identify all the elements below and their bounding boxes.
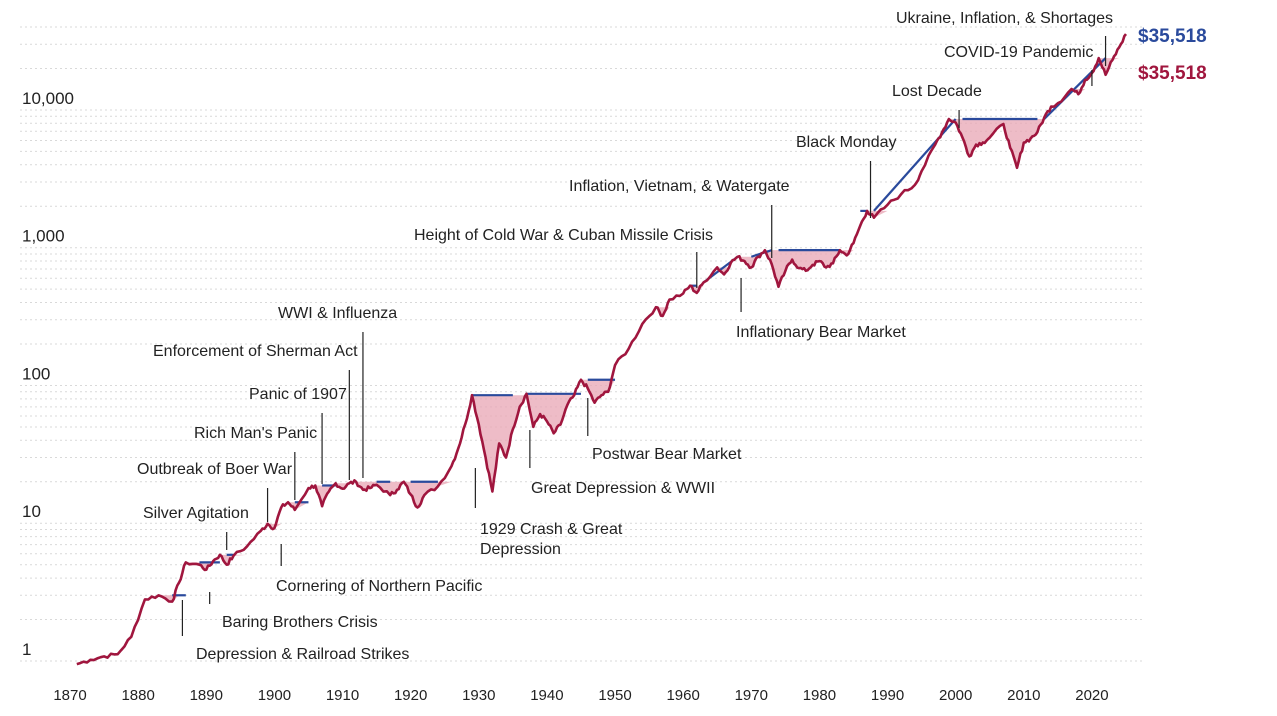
y-tick-label: 1,000 (22, 227, 65, 246)
x-tick-label: 2010 (1007, 687, 1040, 704)
annotation-label: WWI & Influenza (278, 305, 397, 322)
annotation: Black Monday (796, 134, 897, 218)
annotation-label: Black Monday (796, 134, 897, 151)
x-tick-label: 1960 (666, 687, 699, 704)
event-annotations: Depression & Railroad Strikes Baring Brot… (137, 10, 1113, 663)
annotation-label: Inflationary Bear Market (736, 324, 906, 341)
annotation-label: Outbreak of Boer War (137, 461, 293, 478)
x-tick-label: 1890 (190, 687, 223, 704)
annotation: Outbreak of Boer War (137, 461, 293, 522)
annotation: Inflationary Bear Market (736, 278, 906, 341)
x-tick-label: 1870 (53, 687, 86, 704)
end-value-label: $35,518 (1138, 26, 1207, 47)
annotation-label: Depression & Railroad Strikes (196, 646, 409, 663)
annotation: Silver Agitation (143, 505, 249, 550)
annotation-label: 1929 Crash & Great Depression (480, 521, 623, 558)
annotation: Ukraine, Inflation, & Shortages (896, 10, 1113, 66)
x-tick-label: 1970 (735, 687, 768, 704)
annotation-label: Silver Agitation (143, 505, 249, 522)
x-axis: 1870 1880 1890 1900 1910 1920 1930 1940 1950 1960… (53, 687, 1108, 704)
x-tick-label: 1880 (121, 687, 154, 704)
x-tick-label: 1900 (258, 687, 291, 704)
annotation: COVID-19 Pandemic (944, 44, 1093, 86)
annotation: Cornering of Northern Pacific (276, 544, 482, 595)
x-tick-label: 2000 (939, 687, 972, 704)
annotation: Rich Man's Panic (194, 425, 317, 500)
annotation: Enforcement of Sherman Act (153, 343, 358, 480)
x-tick-label: 2020 (1075, 687, 1108, 704)
annotation: 1929 Crash & Great Depression (474, 468, 623, 558)
annotation-label-line: 1929 Crash & Great (480, 521, 623, 538)
drawdown-area (219, 554, 248, 565)
annotation: Depression & Railroad Strikes (181, 600, 409, 663)
annotation-label-line: Depression (480, 541, 561, 558)
x-tick-label: 1910 (326, 687, 359, 704)
x-tick-label: 1940 (530, 687, 563, 704)
y-tick-label: 10,000 (22, 89, 74, 108)
x-tick-label: 1990 (871, 687, 904, 704)
drawdown-area (403, 481, 452, 508)
annotation-label: Postwar Bear Market (592, 446, 742, 463)
annotation-label: Great Depression & WWII (531, 480, 715, 497)
y-tick-label: 10 (22, 502, 41, 521)
annotation-label: Inflation, Vietnam, & Watergate (569, 178, 790, 195)
annotation: Inflation, Vietnam, & Watergate (569, 178, 790, 258)
annotation: Postwar Bear Market (587, 398, 742, 463)
y-tick-label: 1 (22, 640, 31, 659)
y-tick-label: 100 (22, 364, 50, 383)
drawdown-area (948, 118, 1045, 168)
annotation-label: Baring Brothers Crisis (222, 614, 378, 631)
x-tick-label: 1980 (803, 687, 836, 704)
series-lines (76, 33, 1128, 666)
annotation: Panic of 1907 (249, 386, 347, 484)
annotation-label: Enforcement of Sherman Act (153, 343, 358, 360)
annotation-label: Height of Cold War & Cuban Missile Crisi… (414, 227, 713, 244)
y-axis: 1 10 100 1,000 10,000 (22, 89, 74, 659)
annotation: Height of Cold War & Cuban Missile Crisi… (414, 227, 713, 288)
end-value-label: $35,518 (1138, 63, 1207, 84)
x-tick-label: 1920 (394, 687, 427, 704)
annotation-label: Panic of 1907 (249, 386, 347, 403)
annotation: WWI & Influenza (278, 305, 397, 478)
drawdown-area (526, 393, 581, 434)
annotation: Great Depression & WWII (529, 430, 715, 497)
annotation-label: Lost Decade (892, 83, 982, 100)
annotation-label: Ukraine, Inflation, & Shortages (896, 10, 1113, 27)
annotation: Baring Brothers Crisis (209, 592, 378, 631)
x-tick-label: 1930 (462, 687, 495, 704)
annotation-label: Rich Man's Panic (194, 425, 317, 442)
price-line (76, 33, 1128, 666)
end-value-labels: $35,518 $35,518 (1138, 26, 1207, 84)
annotation: Lost Decade (892, 83, 982, 128)
annotation-label: COVID-19 Pandemic (944, 44, 1093, 61)
x-tick-label: 1950 (598, 687, 631, 704)
drawdown-area (580, 379, 616, 403)
annotation-label: Cornering of Northern Pacific (276, 578, 482, 595)
